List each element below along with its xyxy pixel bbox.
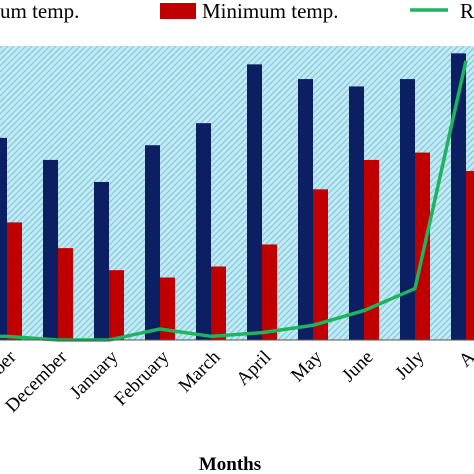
bar-maximum-temp-july: [400, 79, 415, 340]
x-tick-label-february: February: [110, 346, 174, 410]
bar-minimum-temp-january: [109, 270, 124, 340]
x-tick-label-august: A: [455, 346, 474, 371]
bar-maximum-temp-november: [0, 137, 7, 340]
x-tick-label-may: May: [287, 346, 327, 386]
bar-maximum-temp-december: [43, 159, 58, 340]
bar-minimum-temp-march: [211, 266, 226, 340]
bar-minimum-temp-april: [262, 244, 277, 340]
x-axis-title: Months: [199, 454, 261, 474]
x-tick-label-march: March: [175, 346, 225, 396]
plot-area-background: [0, 46, 474, 340]
bar-minimum-temp-december: [58, 248, 73, 340]
bar-minimum-temp-august: [466, 170, 474, 340]
bar-minimum-temp-june: [364, 159, 379, 340]
legend-swatch-minimum-temp: [160, 3, 196, 19]
bar-maximum-temp-february: [145, 145, 160, 340]
bar-minimum-temp-november: [7, 222, 22, 340]
x-tick-label-june: June: [338, 347, 377, 386]
bar-maximum-temp-march: [196, 123, 211, 340]
bar-maximum-temp-june: [349, 86, 364, 340]
legend-label-minimum-temp: Minimum temp.: [202, 0, 339, 23]
bar-maximum-temp-april: [247, 64, 262, 340]
legend-label-r: R: [460, 0, 474, 23]
bar-maximum-temp-january: [94, 181, 109, 340]
bar-minimum-temp-may: [313, 189, 328, 340]
bar-maximum-temp-august: [451, 53, 466, 340]
bar-minimum-temp-july: [415, 152, 430, 340]
x-tick-label-april: April: [232, 347, 275, 390]
bar-maximum-temp-may: [298, 79, 313, 340]
legend-label-maximum-temp: um temp.: [0, 0, 79, 23]
line-layer: [0, 60, 468, 342]
bars-layer: [0, 53, 474, 340]
x-tick-label-july: July: [391, 346, 429, 384]
line-r: [0, 60, 468, 342]
bar-minimum-temp-february: [160, 277, 175, 340]
legend: um temp. Minimum temp. R: [0, 0, 474, 23]
